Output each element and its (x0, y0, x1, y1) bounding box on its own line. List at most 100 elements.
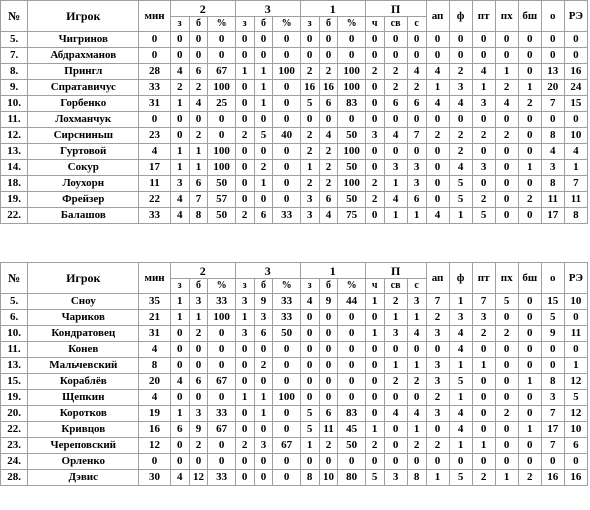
cell-reb-off: 0 (364, 309, 385, 326)
cell-pt: 0 (471, 47, 496, 64)
cell-bsh: 2 (517, 191, 542, 208)
cell-ft-pct: 80 (337, 469, 366, 486)
cell-pt: 2 (471, 191, 496, 208)
cell-re: 0 (563, 111, 589, 128)
cell-min: 35 (138, 293, 171, 310)
cell-num: 10. (0, 325, 29, 342)
cell-num: 28. (0, 469, 29, 486)
cell-ft-pct: 0 (337, 389, 366, 406)
cell-3pt-made: 0 (234, 341, 255, 358)
header-row-sub: з б % з б % з б % ч св с (1, 278, 588, 294)
cell-pt: 0 (471, 341, 496, 358)
cell-player: Сирсниньш (27, 127, 140, 144)
cell-min: 0 (138, 111, 171, 128)
cell-reb-def: 3 (383, 325, 408, 342)
cell-ft-made: 0 (299, 47, 320, 64)
col-header-f: ф (448, 0, 473, 32)
subheader-reb-total: с (406, 278, 427, 294)
col-group-2pt: 2 (169, 0, 236, 17)
cell-3pt-made: 1 (234, 63, 255, 80)
cell-o: 7 (540, 405, 565, 422)
subheader-reb-total: с (406, 16, 427, 32)
cell-3pt-pct: 0 (272, 95, 301, 112)
cell-px: 0 (494, 111, 519, 128)
cell-3pt-pct: 0 (272, 405, 301, 422)
cell-2pt-pct: 0 (207, 389, 236, 406)
header-row-top: № Игрок мин 2 3 1 П ап ф пт пх бш о РЭ (0, 0, 589, 32)
cell-bsh: 0 (517, 309, 542, 326)
table-row: 8. Прингл 28 4 6 67 1 1 100 2 2 100 2 2 4 4 2 4 1 0 13 16 (0, 63, 589, 80)
cell-reb-off: 0 (364, 453, 385, 470)
subheader-reb-def: св (383, 16, 408, 32)
cell-re: 12 (563, 405, 589, 422)
cell-3pt-made: 0 (234, 143, 255, 160)
cell-num: 18. (0, 175, 29, 192)
cell-3pt-made: 0 (234, 175, 255, 192)
cell-ap: 2 (425, 127, 450, 144)
cell-o: 0 (540, 111, 565, 128)
cell-min: 4 (138, 341, 171, 358)
cell-ft-att: 0 (318, 357, 339, 374)
cell-f: 4 (448, 421, 473, 438)
cell-reb-def: 6 (383, 95, 408, 112)
cell-o: 0 (540, 341, 565, 358)
cell-ft-att: 6 (318, 405, 339, 422)
cell-re: 0 (563, 47, 589, 64)
cell-num: 22. (0, 207, 29, 224)
cell-2pt-att: 12 (188, 469, 209, 486)
cell-3pt-made: 1 (234, 309, 255, 326)
cell-min: 16 (138, 421, 171, 438)
cell-o: 8 (540, 373, 565, 390)
cell-3pt-made: 0 (234, 79, 255, 96)
cell-reb-def: 0 (383, 389, 408, 406)
cell-ft-made: 3 (299, 191, 320, 208)
cell-reb-off: 0 (364, 373, 385, 390)
cell-3pt-pct: 67 (272, 437, 301, 454)
cell-reb-off: 0 (364, 159, 385, 176)
cell-o: 11 (540, 191, 565, 208)
cell-reb-def: 0 (383, 453, 408, 470)
cell-reb-total: 0 (406, 389, 427, 406)
cell-re: 5 (563, 389, 589, 406)
cell-3pt-pct: 0 (272, 47, 301, 64)
cell-3pt-att: 1 (253, 79, 274, 96)
cell-ft-made: 16 (299, 79, 320, 96)
cell-3pt-att: 0 (253, 373, 274, 390)
cell-min: 33 (138, 207, 171, 224)
cell-ft-pct: 45 (337, 421, 366, 438)
cell-ft-pct: 44 (337, 293, 366, 310)
cell-ap: 0 (425, 175, 450, 192)
cell-ft-att: 0 (318, 389, 339, 406)
cell-3pt-pct: 0 (272, 357, 301, 374)
cell-px: 4 (494, 95, 519, 112)
table-row: 12. Сирсниньш 23 0 2 0 2 5 40 2 4 50 3 4 7 2 2 2 2 0 8 10 (0, 127, 589, 144)
cell-ft-att: 2 (318, 143, 339, 160)
cell-3pt-made: 0 (234, 111, 255, 128)
subheader-3pt-att: б (253, 16, 274, 32)
subheader-3pt-pct: % (272, 278, 301, 294)
cell-ap: 2 (425, 437, 450, 454)
cell-f: 1 (448, 207, 473, 224)
cell-reb-off: 1 (364, 293, 385, 310)
cell-2pt-made: 0 (169, 437, 190, 454)
cell-o: 9 (540, 325, 565, 342)
cell-pt: 0 (471, 143, 496, 160)
cell-ft-made: 0 (299, 111, 320, 128)
cell-ft-made: 2 (299, 175, 320, 192)
cell-o: 20 (540, 79, 565, 96)
cell-px: 0 (494, 159, 519, 176)
cell-o: 0 (540, 453, 565, 470)
table-row: 24. Орленко 0 0 0 0 0 0 0 0 0 0 0 0 0 0 0 0 0 0 0 0 (0, 453, 589, 470)
cell-num: 7. (0, 47, 29, 64)
cell-f: 5 (448, 191, 473, 208)
cell-ft-att: 6 (318, 191, 339, 208)
cell-f: 1 (448, 357, 473, 374)
cell-2pt-att: 8 (188, 207, 209, 224)
cell-reb-off: 0 (364, 31, 385, 48)
cell-3pt-att: 2 (253, 357, 274, 374)
cell-2pt-att: 1 (188, 309, 209, 326)
cell-num: 6. (0, 309, 29, 326)
cell-3pt-att: 3 (253, 437, 274, 454)
cell-pt: 7 (471, 293, 496, 310)
cell-reb-total: 0 (406, 143, 427, 160)
